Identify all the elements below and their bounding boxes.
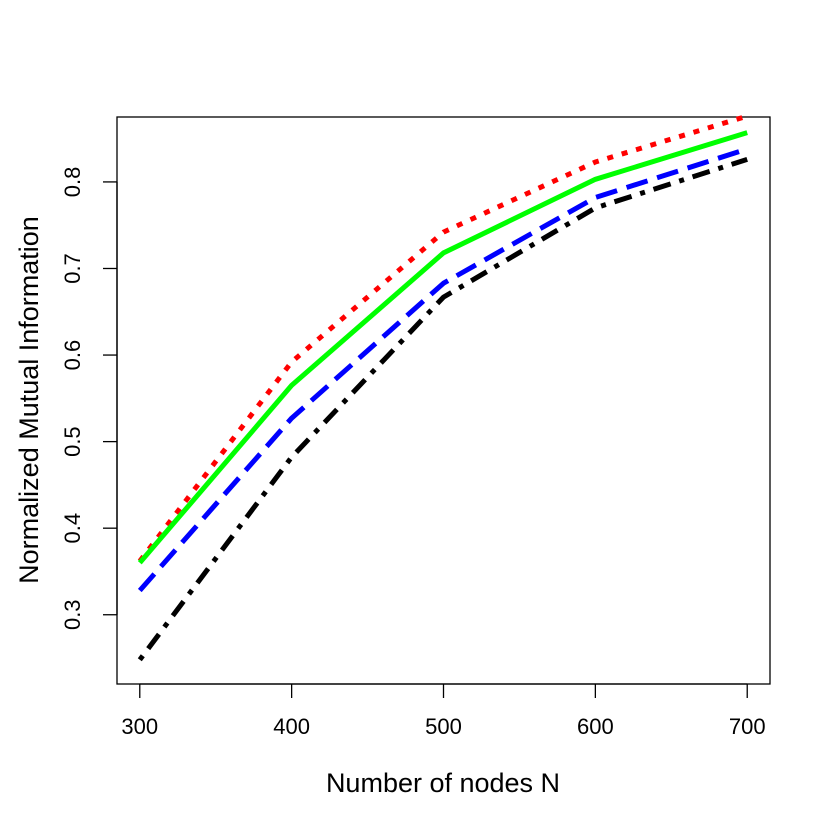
series-line-3 <box>137 146 748 593</box>
series-line-4 <box>137 157 748 662</box>
series-line-2 <box>137 130 748 565</box>
series-layer <box>137 113 748 662</box>
y-tick-label: 0.8 <box>60 167 85 198</box>
y-tick-label: 0.5 <box>60 426 85 457</box>
x-tick-label: 400 <box>273 714 310 739</box>
y-axis-title: Normalized Mutual Information <box>14 216 44 584</box>
y-tick-label: 0.7 <box>60 253 85 284</box>
series-line-1 <box>137 113 748 563</box>
x-tick-label: 300 <box>121 714 158 739</box>
x-tick-label: 700 <box>729 714 766 739</box>
y-tick-label: 0.6 <box>60 340 85 371</box>
y-axis: 0.3 0.4 0.5 0.6 0.7 0.8 <box>60 167 118 630</box>
plot-frame <box>116 116 771 685</box>
x-tick-label: 500 <box>425 714 462 739</box>
y-tick-label: 0.3 <box>60 599 85 630</box>
y-tick-label: 0.4 <box>60 513 85 544</box>
x-axis-title: Number of nodes N <box>326 768 560 798</box>
x-tick-label: 600 <box>577 714 614 739</box>
x-axis: 300 400 500 600 700 <box>121 683 766 739</box>
